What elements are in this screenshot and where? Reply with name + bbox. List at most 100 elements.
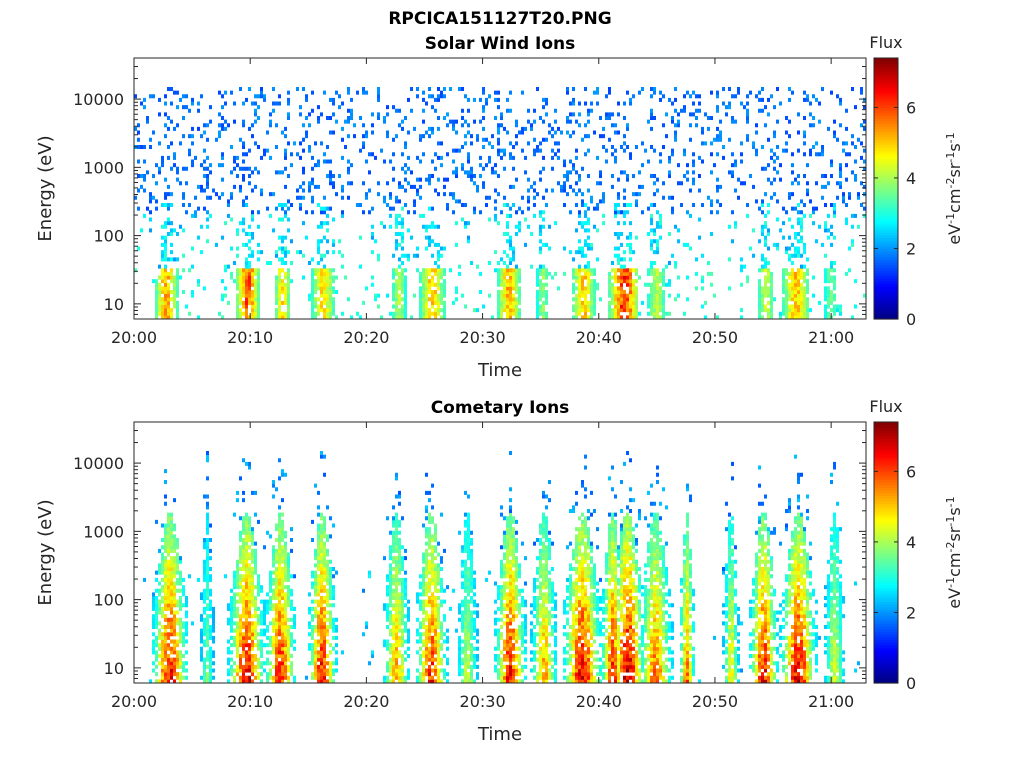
spectrogram-cell xyxy=(335,275,338,280)
spectrogram-cell xyxy=(293,675,296,680)
spectrogram-cell xyxy=(404,203,407,208)
spectrogram-cell xyxy=(629,221,632,226)
spectrogram-cell xyxy=(425,304,428,309)
spectrogram-cell xyxy=(236,293,239,298)
spectrogram-cell xyxy=(317,545,320,550)
spectrogram-cell xyxy=(284,639,287,644)
spectrogram-cell xyxy=(194,155,197,160)
spectrogram-cell xyxy=(185,675,188,680)
spectrogram-cell xyxy=(305,97,308,102)
spectrogram-cell xyxy=(629,203,632,208)
spectrogram-cell xyxy=(176,286,179,291)
spectrogram-cell xyxy=(716,188,719,193)
spectrogram-cell xyxy=(521,195,524,200)
colorbar-swatch xyxy=(874,210,898,214)
spectrogram-cell xyxy=(281,235,284,240)
spectrogram-cell xyxy=(389,545,392,550)
spectrogram-cell xyxy=(797,148,800,153)
spectrogram-cell xyxy=(170,621,173,626)
spectrogram-cell xyxy=(437,264,440,269)
spectrogram-cell xyxy=(239,628,242,633)
spectrogram-cell xyxy=(317,304,320,309)
spectrogram-cell xyxy=(164,308,167,313)
spectrogram-cell xyxy=(395,516,398,521)
spectrogram-cell xyxy=(143,177,146,182)
spectrogram-cell xyxy=(608,300,611,305)
spectrogram-cell xyxy=(401,668,404,673)
spectrogram-cell xyxy=(371,235,374,240)
spectrogram-cell xyxy=(758,315,761,320)
spectrogram-cell xyxy=(788,311,791,316)
spectrogram-cell xyxy=(833,282,836,287)
spectrogram-cell xyxy=(236,155,239,160)
spectrogram-cell xyxy=(146,116,149,121)
spectrogram-cell xyxy=(812,221,815,226)
spectrogram-cell xyxy=(317,574,320,579)
spectrogram-cell xyxy=(623,271,626,276)
spectrogram-cell xyxy=(584,239,587,244)
spectrogram-cell xyxy=(272,643,275,648)
spectrogram-cell xyxy=(188,152,191,157)
spectrogram-cell xyxy=(275,315,278,320)
spectrogram-cell xyxy=(701,141,704,146)
spectrogram-cell xyxy=(206,635,209,640)
spectrogram-cell xyxy=(701,130,704,135)
spectrogram-cell xyxy=(839,170,842,175)
spectrogram-cell xyxy=(158,282,161,287)
spectrogram-cell xyxy=(203,159,206,164)
spectrogram-cell xyxy=(293,639,296,644)
spectrogram-cell xyxy=(395,271,398,276)
spectrogram-cell xyxy=(806,97,809,102)
spectrogram-cell xyxy=(269,574,272,579)
spectrogram-cell xyxy=(653,228,656,233)
spectrogram-cell xyxy=(455,130,458,135)
spectrogram-cell xyxy=(248,675,251,680)
spectrogram-cell xyxy=(317,203,320,208)
spectrogram-cell xyxy=(683,242,686,247)
spectrogram-cell xyxy=(386,585,389,590)
spectrogram-cell xyxy=(161,250,164,255)
spectrogram-cell xyxy=(515,271,518,276)
spectrogram-cell xyxy=(332,672,335,677)
spectrogram-cell xyxy=(287,315,290,320)
spectrogram-cell xyxy=(206,210,209,215)
spectrogram-cell xyxy=(242,123,245,128)
spectrogram-cell xyxy=(239,545,242,550)
spectrogram-cell xyxy=(815,181,818,186)
spectrogram-cell xyxy=(344,145,347,150)
colorbar-swatch xyxy=(874,264,898,268)
spectrogram-cell xyxy=(227,264,230,269)
spectrogram-cell xyxy=(167,116,170,121)
spectrogram-cell xyxy=(317,275,320,280)
spectrogram-cell xyxy=(398,672,401,677)
spectrogram-cell xyxy=(206,596,209,601)
spectrogram-cell xyxy=(512,250,515,255)
spectrogram-cell xyxy=(770,286,773,291)
spectrogram-cell xyxy=(272,552,275,557)
spectrogram-cell xyxy=(308,293,311,298)
spectrogram-cell xyxy=(167,315,170,320)
spectrogram-cell xyxy=(269,603,272,608)
spectrogram-cell xyxy=(764,123,767,128)
spectrogram-cell xyxy=(761,108,764,113)
spectrogram-cell xyxy=(173,628,176,633)
spectrogram-cell xyxy=(248,224,251,229)
spectrogram-cell xyxy=(320,628,323,633)
spectrogram-cell xyxy=(497,311,500,316)
spectrogram-cell xyxy=(329,170,332,175)
spectrogram-cell xyxy=(311,617,314,622)
spectrogram-cell xyxy=(509,282,512,287)
spectrogram-cell xyxy=(506,290,509,295)
spectrogram-cell xyxy=(653,300,656,305)
spectrogram-cell xyxy=(266,661,269,666)
spectrogram-cell xyxy=(284,614,287,619)
spectrogram-cell xyxy=(314,290,317,295)
spectrogram-cell xyxy=(257,639,260,644)
spectrogram-cell xyxy=(584,123,587,128)
spectrogram-cell xyxy=(779,177,782,182)
spectrogram-cell xyxy=(272,548,275,553)
spectrogram-cell xyxy=(587,290,590,295)
spectrogram-cell xyxy=(278,632,281,637)
spectrogram-cell xyxy=(437,177,440,182)
spectrogram-cell xyxy=(845,221,848,226)
